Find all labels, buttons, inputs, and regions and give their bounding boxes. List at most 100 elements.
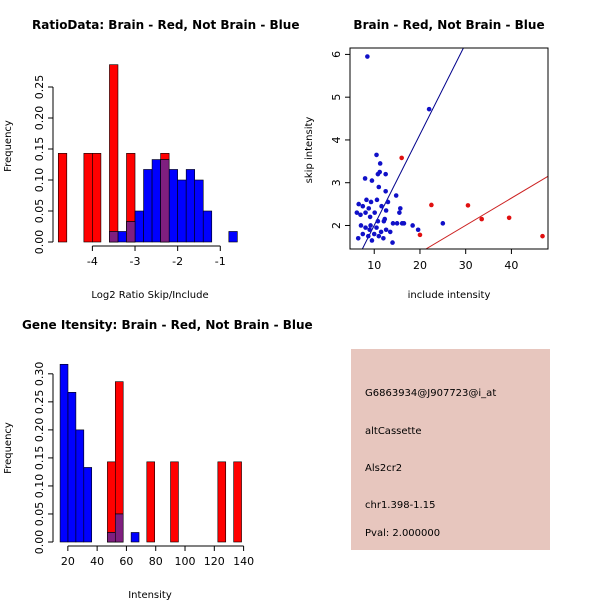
intensity-brain-bar-2 bbox=[146, 461, 155, 543]
scatter-point-0-24 bbox=[363, 210, 368, 215]
ratio-x-tick-label-1: -3 bbox=[130, 255, 141, 268]
ratio-notbrain-bar-4 bbox=[143, 169, 153, 243]
scatter-point-0-31 bbox=[410, 223, 415, 228]
scatter-point-0-49 bbox=[376, 233, 382, 239]
ratio-notbrain-bar-7 bbox=[168, 169, 178, 243]
intensity-x-tick-label-5: 120 bbox=[204, 555, 225, 568]
scatter-point-0-21 bbox=[397, 210, 402, 215]
info-location: chr1.398-1.15 bbox=[365, 500, 435, 511]
ratio-y-tick-label-0: 0.00 bbox=[33, 230, 46, 255]
scatter-point-0-12 bbox=[368, 199, 374, 205]
ratio-x-tick-label-0: -4 bbox=[87, 255, 98, 268]
scatter-point-0-47 bbox=[360, 231, 366, 237]
scatter-panel: Brain - Red, Not Brain - Blue 10 20 30 40 2 3… bbox=[304, 18, 549, 301]
info-event-type: altCassette bbox=[365, 426, 422, 437]
scatter-point-0-6 bbox=[377, 169, 383, 175]
scatter-point-0-34 bbox=[363, 225, 368, 230]
scatter-point-0-1 bbox=[426, 106, 432, 112]
intensity-x-tick-label-4: 100 bbox=[175, 555, 196, 568]
intensity-y-tick-label-0: 0.00 bbox=[33, 530, 46, 555]
intensity-notbrain-bar-2 bbox=[75, 429, 85, 543]
scatter-point-0-11 bbox=[364, 197, 369, 203]
scatter-point-0-2 bbox=[374, 152, 379, 158]
ratio-histogram-title: RatioData: Brain - Red, Not Brain - Blue bbox=[32, 18, 299, 32]
scatter-x-tick-label-2: 30 bbox=[459, 259, 473, 272]
intensity-brain-bar-3 bbox=[170, 461, 179, 543]
scatter-point-0-22 bbox=[354, 210, 360, 215]
intensity-y-tick-label-2: 0.10 bbox=[33, 474, 46, 499]
ratio-y-tick-label-3: 0.15 bbox=[33, 137, 46, 162]
ratio-histogram-bars bbox=[57, 64, 238, 243]
scatter-y-tick-label-0: 2 bbox=[330, 222, 343, 229]
scatter-point-0-8 bbox=[369, 178, 375, 183]
scatter-point-0-16 bbox=[360, 203, 366, 209]
intensity-x-tick-label-3: 80 bbox=[149, 555, 163, 568]
scatter-point-0-50 bbox=[398, 206, 403, 211]
scatter-point-0-46 bbox=[355, 236, 361, 241]
scatter-point-0-17 bbox=[366, 206, 372, 211]
scatter-point-0-10 bbox=[383, 188, 388, 194]
ratio-notbrain-bar-8 bbox=[177, 179, 187, 243]
scatter-point-0-36 bbox=[374, 225, 379, 230]
ratio-x-tick-label-3: -1 bbox=[215, 255, 226, 268]
scatter-title: Brain - Red, Not Brain - Blue bbox=[353, 18, 544, 32]
scatter-fit-line-1 bbox=[425, 175, 548, 249]
intensity-x-tick-label-0: 20 bbox=[61, 555, 75, 568]
intensity-y-tick-label-6: 0.30 bbox=[33, 362, 46, 387]
scatter-point-0-7 bbox=[383, 171, 388, 177]
ratio-y-tick-label-5: 0.25 bbox=[33, 75, 46, 100]
scatter-point-1-1 bbox=[429, 202, 434, 208]
intensity-overlap-bar-4 bbox=[107, 532, 116, 543]
scatter-point-0-43 bbox=[371, 231, 377, 237]
intensity-brain-bar-5 bbox=[233, 461, 242, 543]
ratio-brain-bar-3 bbox=[109, 64, 119, 243]
ratio-histogram-axes: -4 -3 -2 -1 0.00 0.05 0.10 0.15 0.20 0.25 bbox=[33, 75, 226, 268]
ratio-notbrain-bar-10 bbox=[194, 179, 204, 243]
scatter-fit-line-0 bbox=[361, 48, 464, 249]
scatter-point-0-3 bbox=[377, 161, 383, 166]
intensity-brain-bar-4 bbox=[217, 461, 227, 543]
ratio-notbrain-bar-11 bbox=[202, 210, 213, 243]
ratio-histogram-xlabel: Log2 Ratio Skip/Include bbox=[91, 290, 208, 301]
scatter-point-0-53 bbox=[382, 216, 388, 222]
info-probe-id: G6863934@J907723@i_at bbox=[365, 388, 496, 399]
ratio-brain-bar-1 bbox=[83, 153, 93, 243]
intensity-notbrain-bar-0 bbox=[59, 363, 69, 543]
ratio-overlap-bar-0 bbox=[109, 231, 119, 243]
ratio-histogram-panel: RatioData: Brain - Red, Not Brain - Blue… bbox=[3, 18, 299, 301]
intensity-histogram-title: Gene Itensity: Brain - Red, Not Brain - … bbox=[22, 318, 313, 332]
scatter-point-0-35 bbox=[367, 227, 372, 233]
scatter-point-1-0 bbox=[399, 155, 404, 161]
scatter-ylabel: skip intensity bbox=[304, 117, 315, 184]
info-panel: G6863934@J907723@i_at altCassette Als2cr… bbox=[351, 349, 550, 550]
ratio-notbrain-bar-5 bbox=[151, 159, 161, 243]
ratio-y-tick-label-4: 0.20 bbox=[33, 106, 46, 131]
ratio-notbrain-bar-12 bbox=[228, 231, 238, 243]
intensity-y-tick-label-5: 0.25 bbox=[33, 390, 46, 415]
ratio-brain-bar-2 bbox=[92, 153, 102, 243]
scatter-point-0-19 bbox=[383, 208, 389, 213]
intensity-y-tick-label-3: 0.15 bbox=[33, 446, 46, 471]
intensity-notbrain-bar-6 bbox=[130, 532, 140, 543]
intensity-histogram-bars bbox=[59, 363, 242, 543]
ratio-histogram-ylabel: Frequency bbox=[3, 120, 14, 172]
ratio-x-tick-label-2: -2 bbox=[172, 255, 183, 268]
scatter-point-0-52 bbox=[375, 218, 381, 224]
ratio-notbrain-bar-3 bbox=[134, 210, 144, 243]
scatter-point-0-20 bbox=[393, 193, 399, 198]
scatter-y-tick-label-2: 4 bbox=[330, 136, 343, 143]
scatter-x-tick-label-0: 10 bbox=[367, 259, 381, 272]
ratio-brain-bar-0 bbox=[57, 153, 68, 243]
info-panel-background bbox=[351, 349, 550, 550]
ratio-y-tick-label-2: 0.10 bbox=[33, 168, 46, 193]
scatter-point-1-2 bbox=[465, 203, 471, 208]
scatter-point-0-25 bbox=[367, 214, 373, 220]
intensity-histogram-axes: 20 40 60 80 100 120 140 0.00 0.05 0.10 0.15 0.20 0.2… bbox=[33, 362, 254, 568]
scatter-x-tick-label-1: 20 bbox=[413, 259, 427, 272]
ratio-overlap-bar-2 bbox=[126, 221, 136, 243]
intensity-histogram-ylabel: Frequency bbox=[3, 422, 14, 474]
scatter-y-tick-label-1: 3 bbox=[330, 179, 343, 186]
intensity-y-tick-label-4: 0.20 bbox=[33, 418, 46, 443]
intensity-y-tick-label-1: 0.05 bbox=[33, 502, 46, 527]
